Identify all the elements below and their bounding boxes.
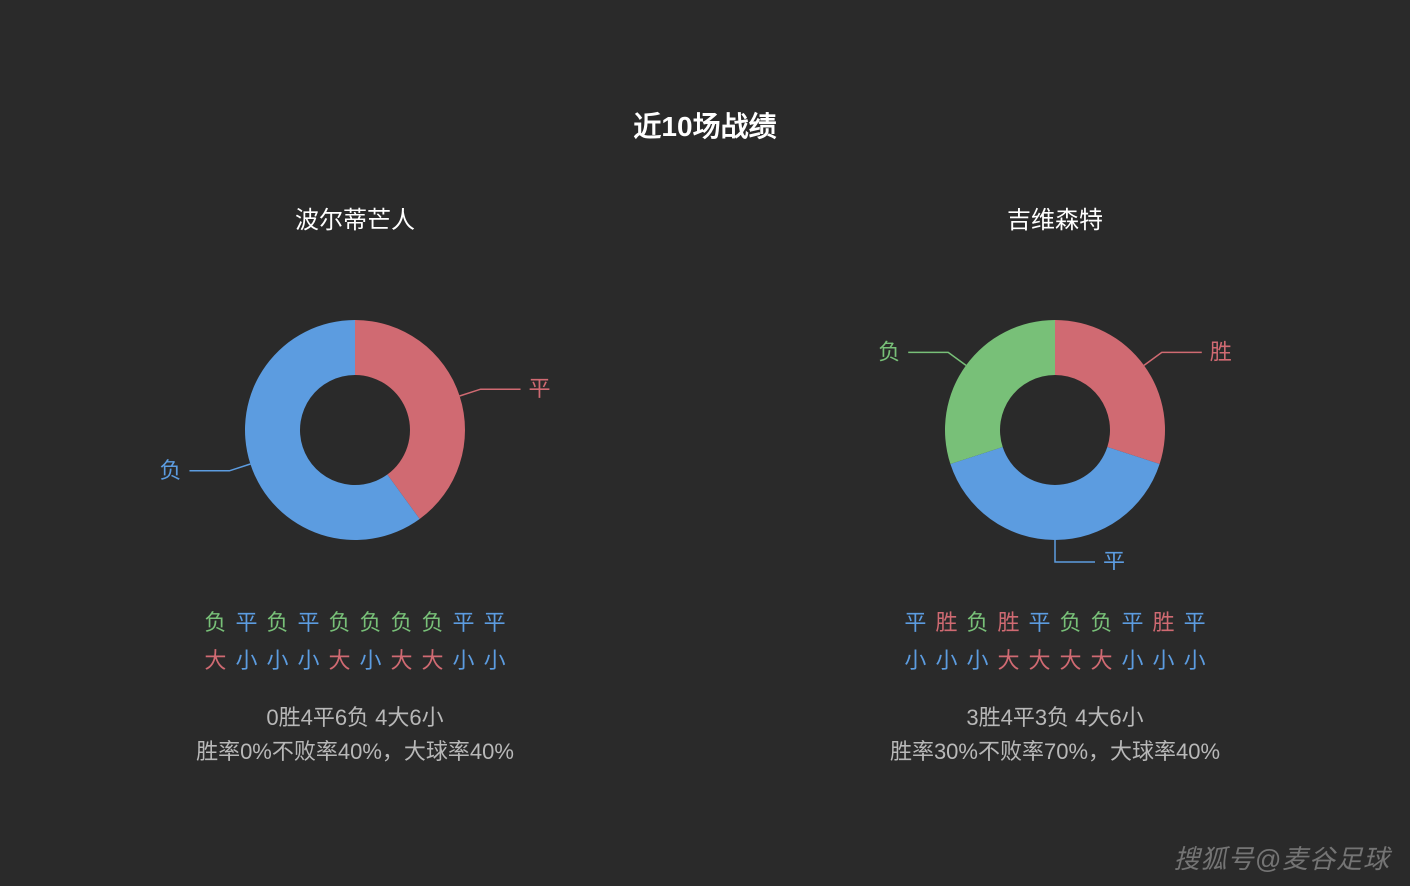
summary-line-2: 胜率0%不败率40%，大球率40% [196, 735, 514, 769]
bigsmall-char: 大 [422, 643, 444, 675]
result-char: 负 [266, 605, 288, 637]
bigsmall-char: 小 [235, 643, 257, 675]
bigsmall-char: 大 [1091, 643, 1113, 675]
wdl-row: 负平负平负负负负平平 [204, 605, 505, 637]
result-char: 负 [360, 605, 382, 637]
result-char: 负 [422, 605, 444, 637]
bigsmall-char: 大 [997, 643, 1019, 675]
bigsmall-char: 大 [1060, 643, 1082, 675]
summary-line-1: 3胜4平3负 4大6小 [890, 701, 1220, 735]
slice-label: 负 [159, 458, 181, 483]
result-char: 平 [1122, 605, 1144, 637]
result-char: 平 [1184, 605, 1206, 637]
summary-block: 0胜4平6负 4大6小 胜率0%不败率40%，大球率40% [196, 701, 514, 769]
summary-block: 3胜4平3负 4大6小 胜率30%不败率70%，大球率40% [890, 701, 1220, 769]
bigsmall-char: 小 [297, 643, 319, 675]
result-char: 胜 [935, 605, 957, 637]
watermark: 搜狐号@麦谷足球 [1174, 839, 1390, 876]
result-rows: 负平负平负负负负平平 大小小小大小大大小小 [204, 605, 505, 675]
result-char: 平 [453, 605, 475, 637]
bigsmall-char: 小 [360, 643, 382, 675]
wdl-row: 平胜负胜平负负平胜平 [904, 605, 1205, 637]
bigsmall-char: 小 [484, 643, 506, 675]
team-block-left: 波尔蒂芒人 平负 负平负平负负负负平平 大小小小大小大大小小 0胜4平6负 4大… [145, 200, 565, 769]
bigsmall-char: 大 [1028, 643, 1050, 675]
result-char: 负 [204, 605, 226, 637]
result-char: 胜 [997, 605, 1019, 637]
team-name: 波尔蒂芒人 [295, 200, 415, 235]
result-rows: 平胜负胜平负负平胜平 小小小大大大大小小小 [904, 605, 1205, 675]
bigsmall-char: 小 [1184, 643, 1206, 675]
leader-line [1055, 540, 1095, 562]
bigsmall-char: 小 [935, 643, 957, 675]
bigsmall-char: 小 [453, 643, 475, 675]
slice-label: 负 [878, 339, 900, 364]
donut-slice [950, 447, 1159, 540]
bigsmall-char: 小 [904, 643, 926, 675]
bigsmall-row: 大小小小大小大大小小 [204, 643, 505, 675]
donut-chart-right: 胜平 负 [845, 270, 1265, 570]
leader-line [460, 389, 521, 396]
charts-row: 波尔蒂芒人 平负 负平负平负负负负平平 大小小小大小大大小小 0胜4平6负 4大… [0, 200, 1410, 769]
result-char: 胜 [1153, 605, 1175, 637]
bigsmall-row: 小小小大大大大小小小 [904, 643, 1205, 675]
slice-label: 平 [529, 376, 551, 401]
summary-line-1: 0胜4平6负 4大6小 [196, 701, 514, 735]
bigsmall-char: 大 [391, 643, 413, 675]
leader-line [1144, 352, 1202, 365]
result-char: 负 [328, 605, 350, 637]
bigsmall-char: 大 [328, 643, 350, 675]
result-char: 平 [1028, 605, 1050, 637]
result-char: 平 [484, 605, 506, 637]
result-char: 平 [904, 605, 926, 637]
donut-svg: 胜平 负 [845, 270, 1265, 570]
team-block-right: 吉维森特 胜平负 平胜负胜平负负平胜平 小小小大大大大小小小 3胜4平3负 4大… [845, 200, 1265, 769]
result-char: 平 [235, 605, 257, 637]
summary-line-2: 胜率30%不败率70%，大球率40% [890, 735, 1220, 769]
result-char: 负 [391, 605, 413, 637]
slice-label: 平 [1103, 549, 1125, 570]
result-char: 负 [1091, 605, 1113, 637]
bigsmall-char: 小 [1122, 643, 1144, 675]
bigsmall-char: 小 [1153, 643, 1175, 675]
donut-slice [1055, 320, 1165, 464]
team-name: 吉维森特 [1007, 200, 1103, 235]
leader-line [189, 464, 250, 471]
result-char: 负 [1060, 605, 1082, 637]
slice-label: 胜 [1210, 339, 1232, 364]
donut-svg: 平负 [145, 270, 565, 570]
page-title: 近10场战绩 [0, 0, 1410, 145]
bigsmall-char: 大 [204, 643, 226, 675]
result-char: 平 [297, 605, 319, 637]
donut-chart-left: 平负 [145, 270, 565, 570]
donut-slice [945, 320, 1055, 464]
bigsmall-char: 小 [966, 643, 988, 675]
bigsmall-char: 小 [266, 643, 288, 675]
leader-line [908, 352, 966, 365]
result-char: 负 [966, 605, 988, 637]
